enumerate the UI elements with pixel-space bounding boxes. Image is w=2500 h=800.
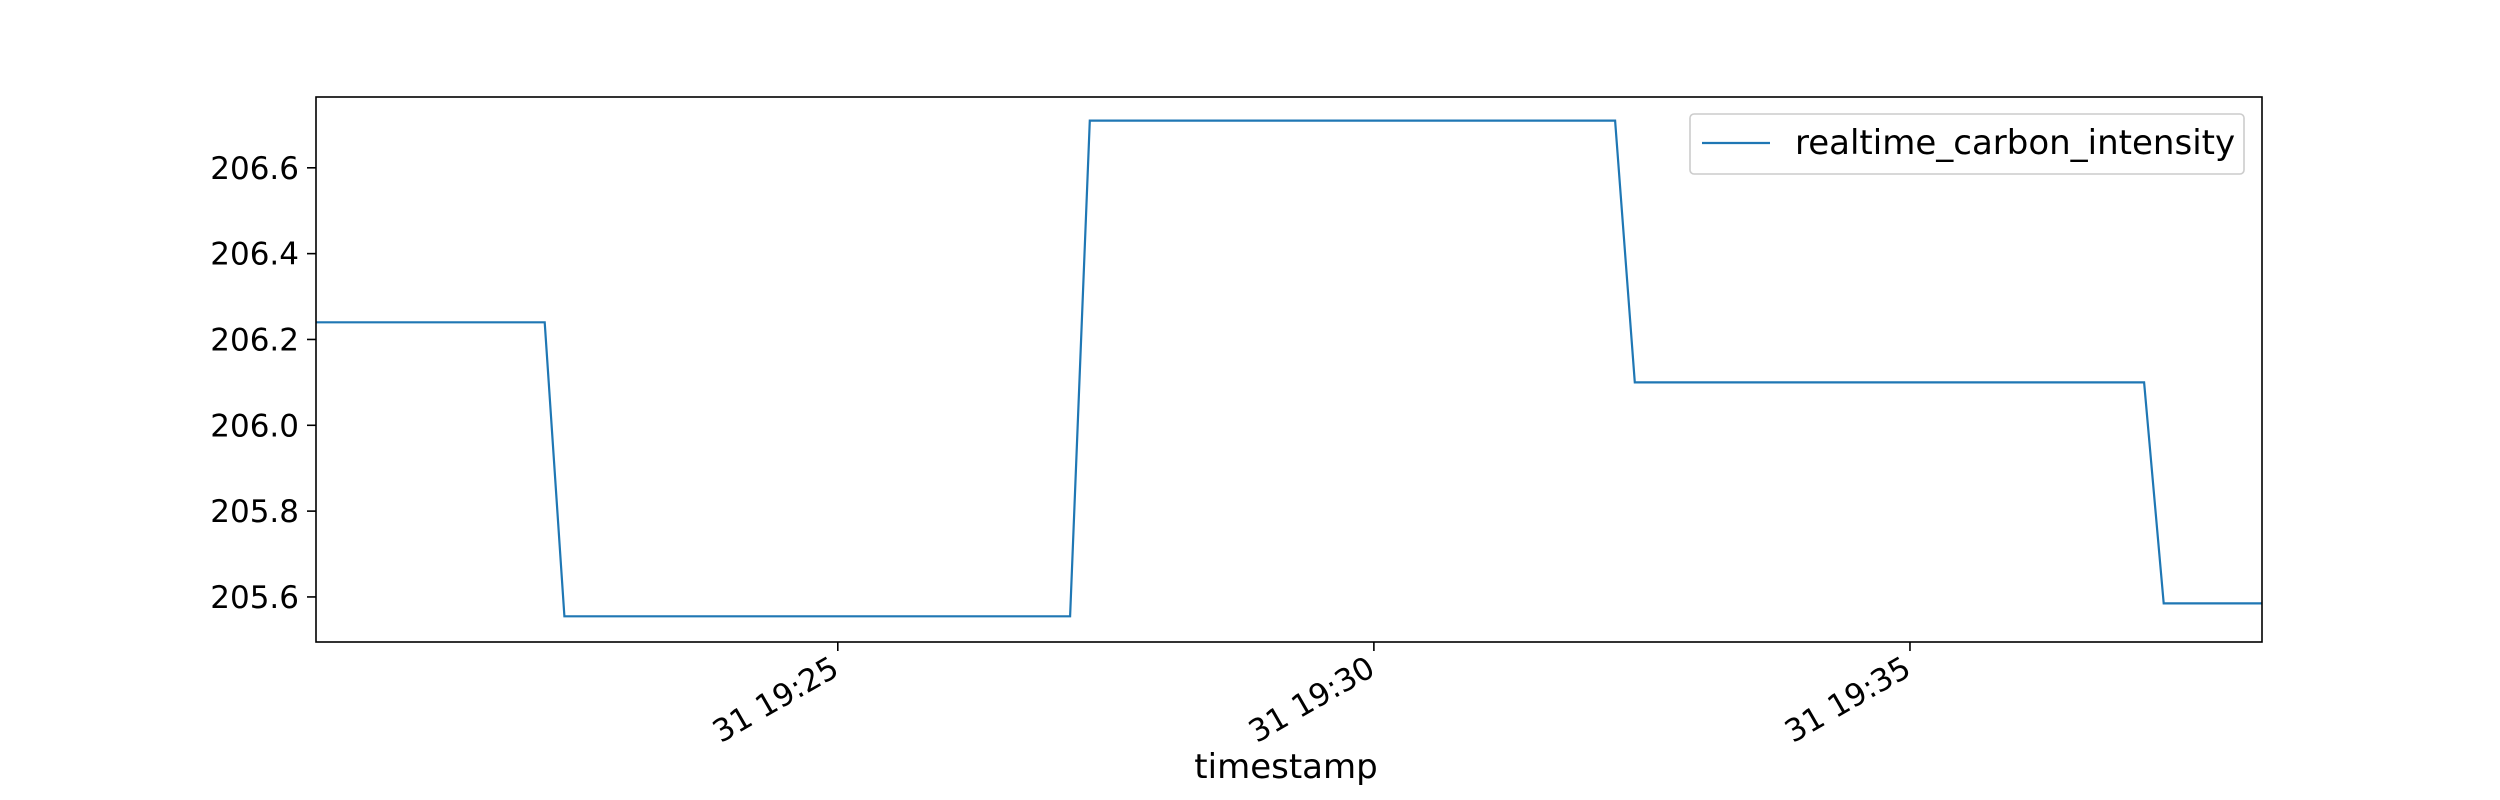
legend-label-realtime-carbon-intensity: realtime_carbon_intensity [1795, 123, 2235, 163]
y-tick-label-206-0: 206.0 [210, 408, 299, 444]
x-axis: 31 19:25 31 19:30 31 19:35 [707, 642, 1917, 750]
x-tick-label-31-19-35: 31 19:35 [1779, 650, 1917, 750]
x-tick-label-31-19-30: 31 19:30 [1243, 650, 1381, 750]
series-line-realtime-carbon-intensity [316, 119, 2262, 618]
series-layer [316, 119, 2262, 618]
y-tick-label-206-6: 206.6 [210, 151, 299, 187]
y-tick-label-206-2: 206.2 [210, 322, 299, 358]
y-tick-label-205-6: 205.6 [210, 580, 299, 616]
y-tick-label-205-8: 205.8 [210, 494, 299, 530]
plot-frame [315, 96, 2263, 643]
x-axis-title: timestamp [1194, 747, 1377, 787]
x-tick-label-31-19-25: 31 19:25 [707, 650, 845, 750]
plot-area [316, 97, 2262, 642]
legend-box [1689, 113, 2245, 175]
legend: realtime_carbon_intensity [1689, 113, 2245, 175]
y-axis: 205.6 205.8 206.0 206.2 206.4 206.6 [210, 151, 316, 616]
y-tick-label-206-4: 206.4 [210, 237, 299, 273]
